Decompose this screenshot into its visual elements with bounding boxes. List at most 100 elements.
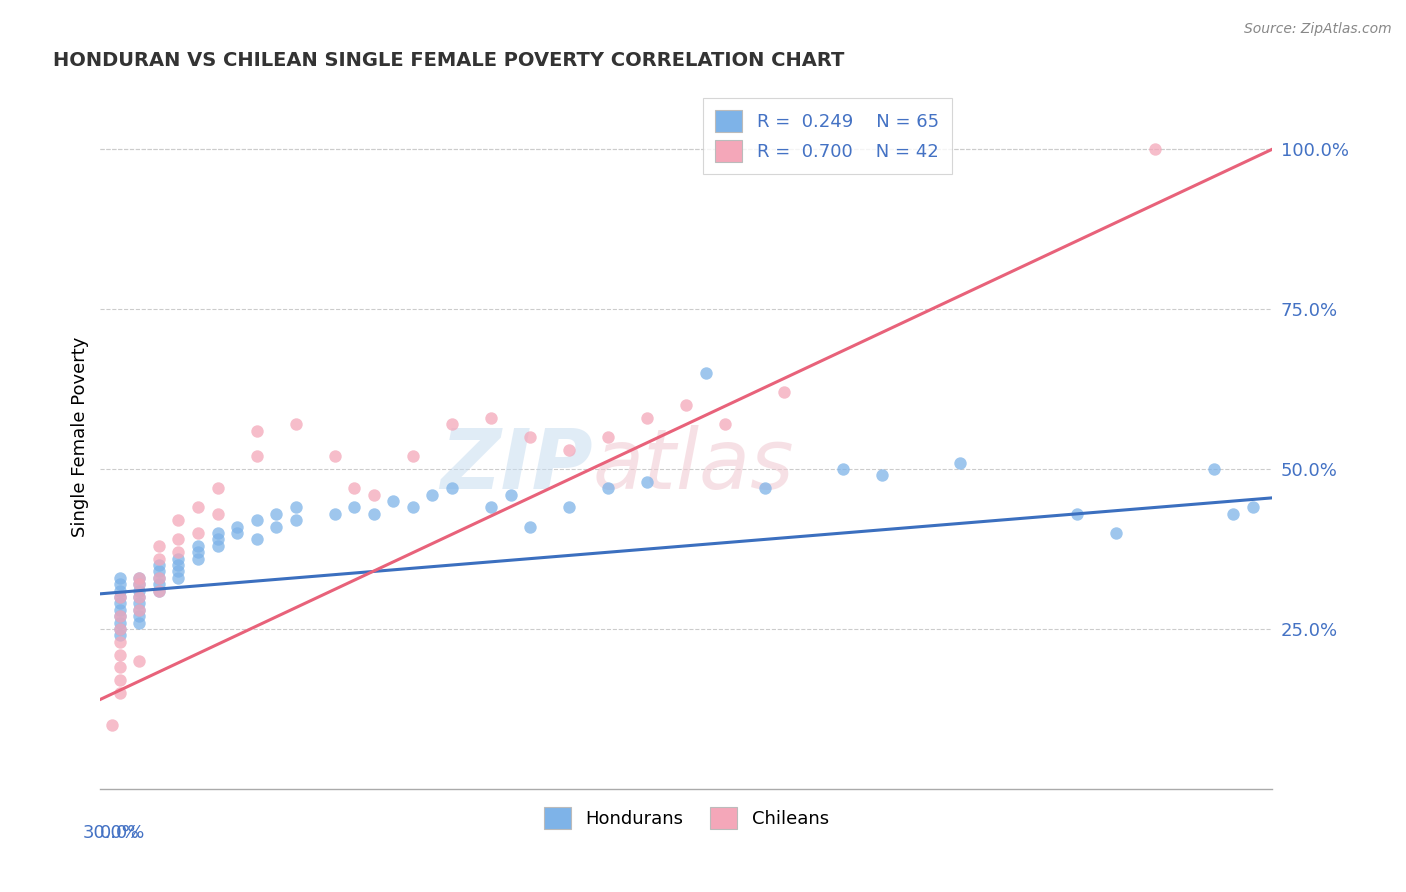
Point — [101, 718, 124, 732]
Point — [108, 571, 131, 585]
Point — [148, 551, 170, 566]
Point — [108, 590, 131, 604]
Point — [246, 449, 269, 463]
Point — [108, 590, 131, 604]
Point — [1241, 500, 1264, 515]
Point — [187, 500, 209, 515]
Point — [323, 507, 346, 521]
Point — [519, 430, 541, 444]
Point — [636, 410, 658, 425]
Point — [363, 507, 385, 521]
Point — [440, 417, 463, 432]
Point — [108, 622, 131, 636]
Point — [148, 558, 170, 572]
Point — [558, 442, 581, 457]
Point — [323, 449, 346, 463]
Point — [264, 519, 287, 533]
Point — [128, 583, 150, 598]
Point — [108, 596, 131, 610]
Point — [128, 603, 150, 617]
Point — [519, 519, 541, 533]
Point — [108, 583, 131, 598]
Point — [128, 571, 150, 585]
Point — [558, 500, 581, 515]
Point — [108, 628, 131, 642]
Point — [187, 545, 209, 559]
Point — [226, 526, 249, 541]
Point — [246, 513, 269, 527]
Point — [108, 603, 131, 617]
Point — [479, 410, 502, 425]
Point — [499, 488, 522, 502]
Point — [167, 571, 190, 585]
Point — [598, 430, 620, 444]
Point — [695, 366, 717, 380]
Point — [108, 673, 131, 688]
Point — [148, 539, 170, 553]
Point — [1144, 142, 1167, 156]
Y-axis label: Single Female Poverty: Single Female Poverty — [72, 337, 89, 537]
Text: atlas: atlas — [593, 425, 794, 506]
Point — [148, 565, 170, 579]
Point — [402, 449, 425, 463]
Point — [128, 609, 150, 624]
Point — [754, 481, 776, 495]
Point — [479, 500, 502, 515]
Point — [831, 462, 853, 476]
Point — [108, 577, 131, 591]
Legend: Hondurans, Chileans: Hondurans, Chileans — [537, 800, 837, 837]
Point — [148, 571, 170, 585]
Point — [363, 488, 385, 502]
Point — [402, 500, 425, 515]
Point — [167, 545, 190, 559]
Point — [187, 526, 209, 541]
Point — [264, 507, 287, 521]
Point — [108, 609, 131, 624]
Point — [108, 609, 131, 624]
Point — [207, 507, 229, 521]
Point — [128, 577, 150, 591]
Point — [148, 583, 170, 598]
Point — [128, 590, 150, 604]
Point — [108, 622, 131, 636]
Point — [128, 577, 150, 591]
Point — [148, 577, 170, 591]
Point — [128, 615, 150, 630]
Point — [108, 660, 131, 674]
Point — [284, 513, 307, 527]
Point — [167, 565, 190, 579]
Point — [1066, 507, 1088, 521]
Text: Source: ZipAtlas.com: Source: ZipAtlas.com — [1244, 22, 1392, 37]
Point — [773, 385, 796, 400]
Point — [598, 481, 620, 495]
Point — [1202, 462, 1225, 476]
Point — [207, 481, 229, 495]
Point — [636, 475, 658, 489]
Point — [343, 500, 366, 515]
Point — [128, 596, 150, 610]
Point — [675, 398, 697, 412]
Point — [187, 551, 209, 566]
Text: 30.0%: 30.0% — [83, 824, 139, 842]
Point — [207, 533, 229, 547]
Point — [108, 615, 131, 630]
Text: ZIP: ZIP — [440, 425, 593, 506]
Point — [108, 648, 131, 662]
Point — [148, 583, 170, 598]
Point — [128, 603, 150, 617]
Point — [284, 500, 307, 515]
Point — [382, 494, 405, 508]
Point — [226, 519, 249, 533]
Point — [148, 571, 170, 585]
Point — [870, 468, 893, 483]
Point — [167, 513, 190, 527]
Point — [108, 635, 131, 649]
Point — [167, 551, 190, 566]
Point — [440, 481, 463, 495]
Point — [167, 558, 190, 572]
Point — [128, 571, 150, 585]
Point — [108, 686, 131, 700]
Point — [167, 533, 190, 547]
Text: HONDURAN VS CHILEAN SINGLE FEMALE POVERTY CORRELATION CHART: HONDURAN VS CHILEAN SINGLE FEMALE POVERT… — [53, 51, 845, 70]
Text: 0.0%: 0.0% — [100, 824, 146, 842]
